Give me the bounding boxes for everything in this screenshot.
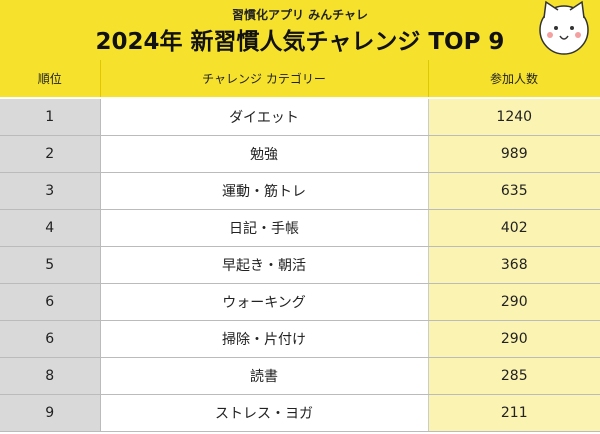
rank-cell: 3: [0, 172, 101, 210]
participants-cell: 368: [428, 246, 600, 284]
row: 6 掃除・片付け 290: [0, 320, 600, 358]
rank-cell: 6: [0, 320, 101, 358]
row: 3 運動・筋トレ 635: [0, 172, 600, 210]
participants-cell: 290: [428, 320, 600, 358]
cat-icon: [539, 0, 589, 55]
rank-cell: 6: [0, 283, 101, 321]
column-header: 参加人数: [428, 60, 600, 99]
participants-cell: 290: [428, 283, 600, 321]
column-header: チャレンジ カテゴリー: [100, 60, 429, 99]
header-row: 順位 チャレンジ カテゴリー 参加人数: [0, 60, 600, 99]
row: 6 ウォーキング 290: [0, 283, 600, 321]
category-cell: ウォーキング: [100, 283, 429, 321]
category-cell: 運動・筋トレ: [100, 172, 429, 210]
category-cell: 勉強: [100, 135, 429, 173]
rank-cell: 9: [0, 394, 101, 432]
category-cell: 日記・手帳: [100, 209, 429, 247]
participants-cell: 635: [428, 172, 600, 210]
row: 5 早起き・朝活 368: [0, 246, 600, 284]
rank-cell: 4: [0, 209, 101, 247]
category-cell: 読書: [100, 357, 429, 395]
participants-cell: 1240: [428, 98, 600, 136]
category-cell: 掃除・片付け: [100, 320, 429, 358]
column-header: 順位: [0, 60, 101, 99]
rank-cell: 5: [0, 246, 101, 284]
row: 9 ストレス・ヨガ 211: [0, 394, 600, 432]
rank-cell: 2: [0, 135, 101, 173]
participants-cell: 285: [428, 357, 600, 395]
row: 1 ダイエット 1240: [0, 98, 600, 136]
ranking-table: 順位 チャレンジ カテゴリー 参加人数 1 ダイエット 1240 2 勉強 989 3 運動・筋ト…: [0, 60, 600, 432]
subtitle: 習慣化アプリ みんチャレ: [231, 8, 369, 22]
category-cell: ストレス・ヨガ: [100, 394, 429, 432]
header: 習慣化アプリ みんチャレ 2024年 新習慣人気チャレンジ TOP 9: [0, 0, 600, 60]
row: 8 読書 285: [0, 357, 600, 395]
category-cell: 早起き・朝活: [100, 246, 429, 284]
participants-cell: 211: [428, 394, 600, 432]
participants-cell: 402: [428, 209, 600, 247]
rank-cell: 8: [0, 357, 101, 395]
participants-cell: 989: [428, 135, 600, 173]
rank-cell: 1: [0, 98, 101, 136]
row: 4 日記・手帳 402: [0, 209, 600, 247]
title: 2024年 新習慣人気チャレンジ TOP 9: [95, 29, 505, 55]
row: 2 勉強 989: [0, 135, 600, 173]
category-cell: ダイエット: [100, 98, 429, 136]
